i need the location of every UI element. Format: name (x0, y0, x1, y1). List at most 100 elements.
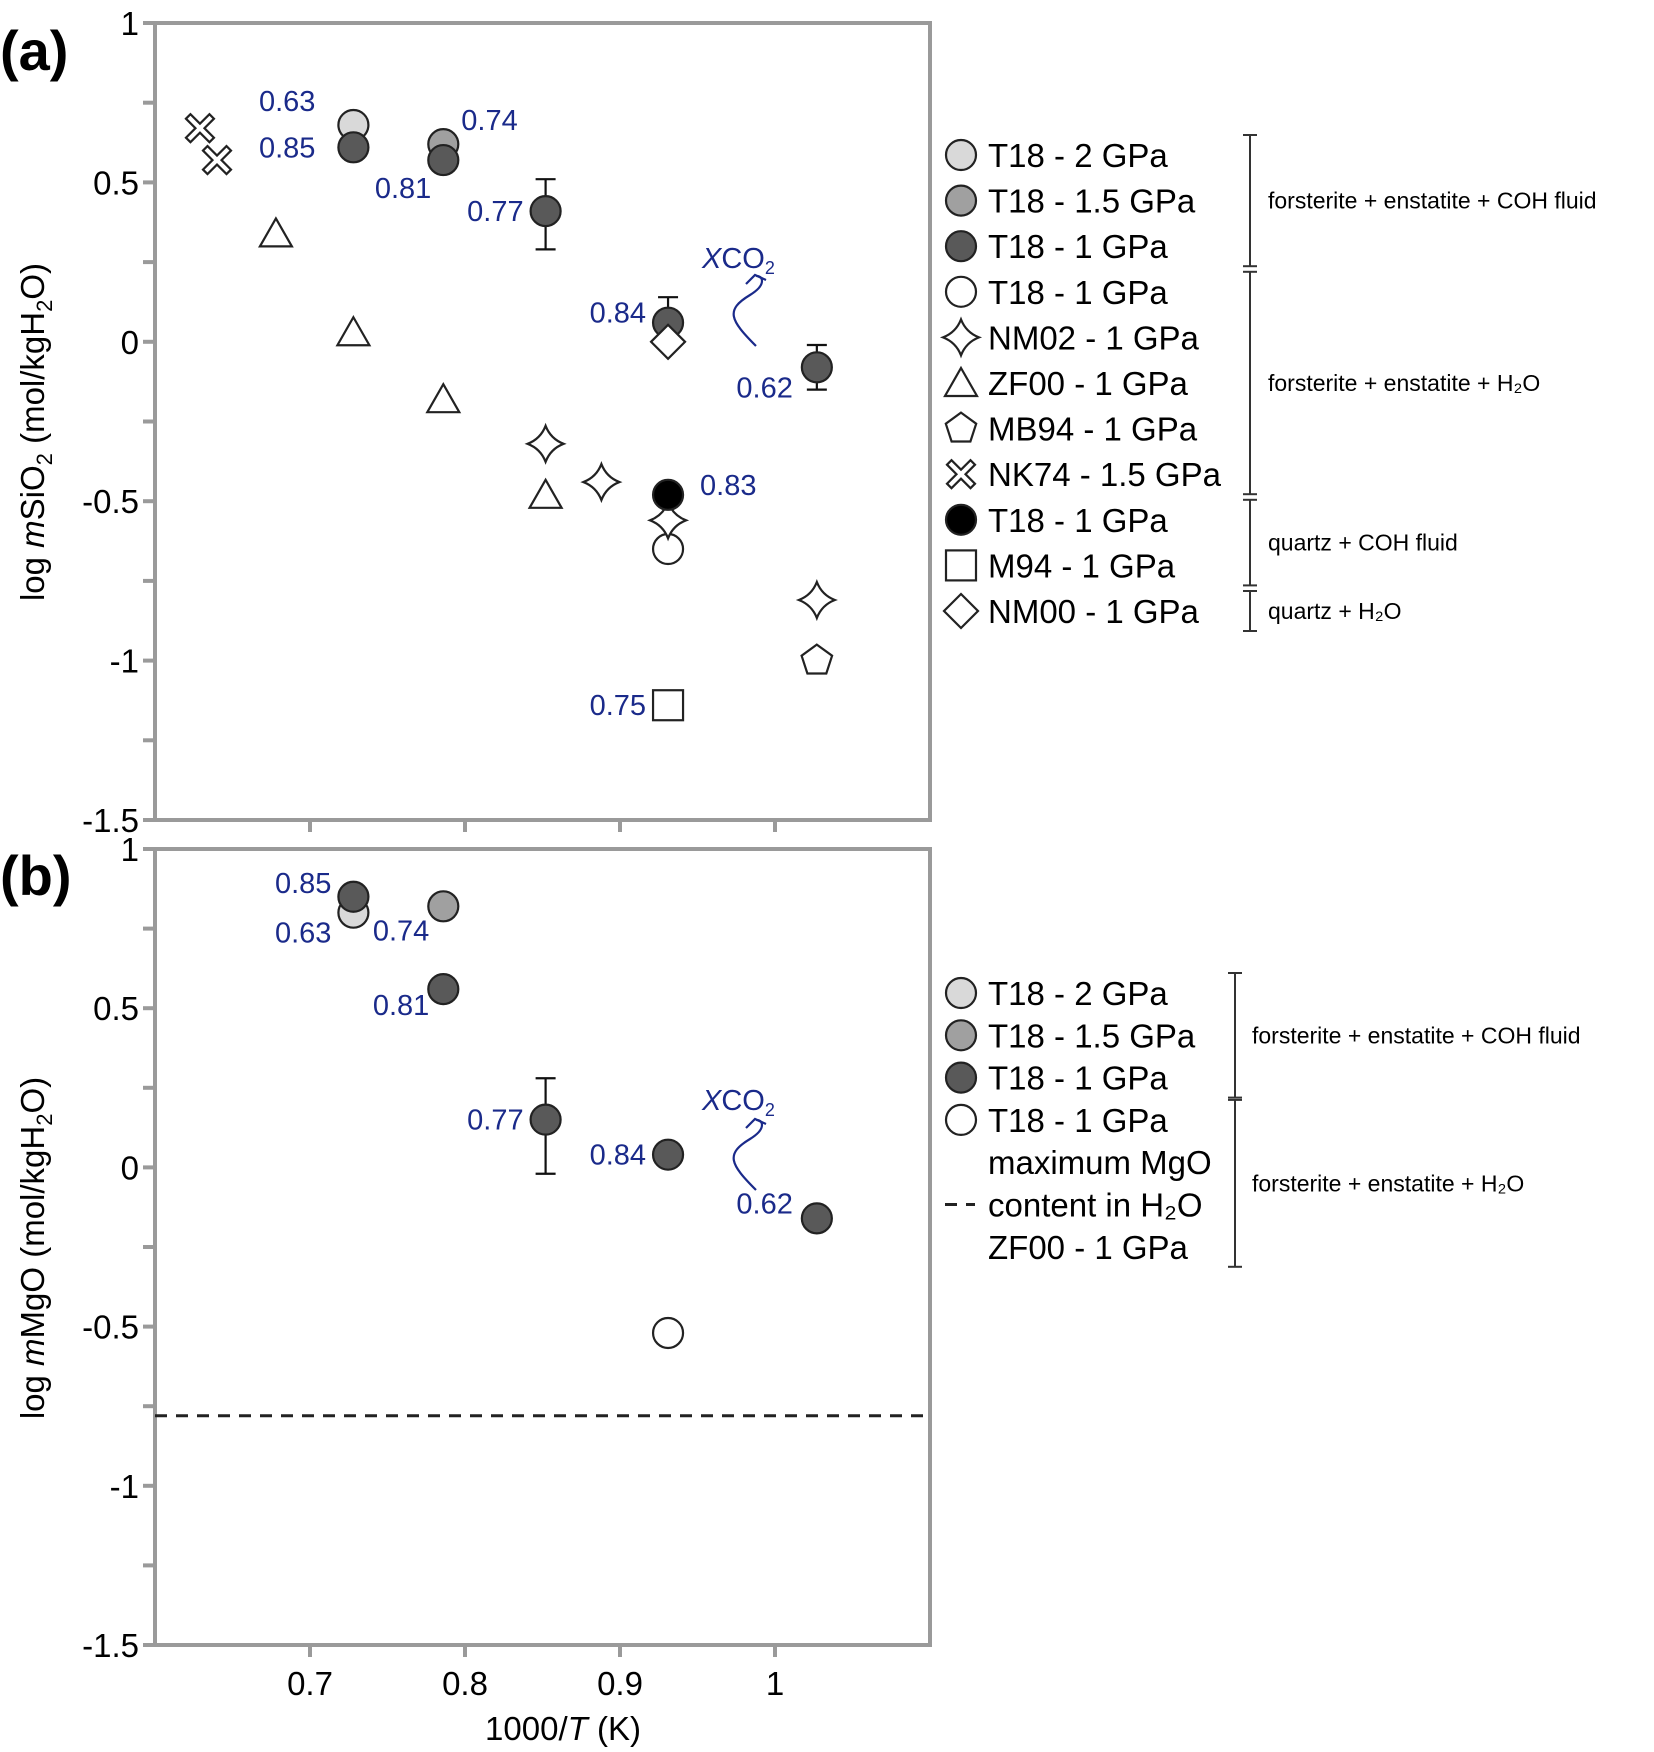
data-point-cross (201, 144, 233, 176)
xco2-value-label: 0.81 (375, 173, 431, 205)
data-point-diamond (649, 323, 687, 361)
data-point-star4 (524, 422, 567, 465)
plot-frame (153, 847, 932, 1647)
x-axis-title: 1000/T (K) (485, 1710, 641, 1747)
legend-marker-pentagon (944, 411, 978, 443)
legend-marker-circle (944, 230, 978, 263)
data-point-star4 (580, 461, 623, 504)
legend-group-label: forsterite + enstatite + H₂O (1252, 1170, 1524, 1196)
legend-marker-cross (945, 458, 977, 490)
xco2-arrow-b (732, 1118, 764, 1191)
data-point-circle (651, 1138, 685, 1171)
data-point-circle (337, 131, 370, 164)
data-point-triangle (335, 315, 372, 347)
data-point-cross (184, 112, 216, 144)
panel-label-b: (b) (0, 844, 72, 907)
panel-b: 1 0.5 0 -0.5 -1 -1.5 0.7 0.8 0.9 1 0.63 0.74 0.85 0.8… (82, 831, 932, 1702)
legend-label: T18 - 1 GPa (988, 502, 1168, 539)
y-tick-label: -0.5 (82, 483, 139, 520)
data-point-circle (651, 1316, 685, 1350)
legend-marker-square (944, 549, 978, 582)
xco2-value-label: 0.62 (736, 372, 792, 404)
legend-label: NM02 - 1 GPa (988, 319, 1200, 356)
y-tick-label: 0.5 (93, 990, 139, 1027)
x-tick-label: 0.9 (597, 1665, 643, 1702)
panel-a: 1 0.5 0 -0.5 -1 -1.5 0.63 0.74 0.85 0.81 0.77 0.84 0… (82, 5, 932, 839)
y-tick-label: -1.5 (82, 802, 139, 839)
y-axis-title-a: log mSiO2 (mol/kgH2O) (14, 263, 57, 601)
data-point-circle (651, 478, 685, 511)
data-point-circle (337, 880, 370, 913)
legend-group-label: forsterite + enstatite + COH fluid (1252, 1022, 1581, 1048)
legend-marker-circle (944, 138, 978, 172)
y-tick-label: 0.5 (93, 164, 139, 201)
xco2-value-label: 0.77 (467, 196, 523, 228)
y-tick-label: 1 (121, 5, 139, 42)
x-tick-label: 0.8 (442, 1665, 488, 1702)
legend-marker-star4 (939, 316, 983, 359)
data-point-circle (427, 143, 460, 177)
legend-label: T18 - 2 GPa (988, 137, 1168, 174)
y-tick-label: -1.5 (82, 1627, 139, 1664)
legend-label: content in H₂O (988, 1187, 1203, 1224)
y-tick-label: -1 (110, 1468, 139, 1505)
legend-label: maximum MgO (988, 1144, 1212, 1181)
data-point-triangle (527, 477, 564, 509)
legend-marker-circle (944, 976, 978, 1010)
data-point-circle (529, 1103, 562, 1136)
legend-label: NK74 - 1.5 GPa (988, 456, 1222, 493)
data-point-triangle (258, 216, 294, 248)
legend-marker-triangle (943, 365, 979, 398)
legend-label: ZF00 - 1 GPa (988, 365, 1189, 402)
data-point-square (651, 689, 685, 722)
xco2-value-label: 0.74 (373, 915, 429, 947)
legend-label: T18 - 1.5 GPa (988, 183, 1196, 220)
legend-b: T18 - 2 GPa T18 - 1.5 GPa T18 - 1 GPa T18 -… (944, 972, 1581, 1268)
y-axis-title-b: log mMgO (mol/kgH2O) (14, 1077, 57, 1419)
xco2-value-label: 0.81 (373, 990, 429, 1022)
x-tick-label: 1 (766, 1665, 784, 1702)
y-tick-label: 1 (121, 831, 139, 868)
y-tick-label: -0.5 (82, 1309, 139, 1346)
legend-label: T18 - 1 GPa (988, 274, 1168, 311)
data-point-circle (800, 351, 833, 384)
legend-marker-circle (944, 1019, 978, 1052)
y-tick-label: 0 (121, 1149, 139, 1186)
legend-label: T18 - 1 GPa (988, 228, 1168, 265)
xco2-arrowhead-b (745, 1117, 767, 1129)
legend-group-label: quartz + COH fluid (1268, 530, 1458, 556)
legend-label: M94 - 1 GPa (988, 547, 1176, 584)
legend-marker-circle (944, 275, 978, 308)
xco2-value-label: 0.62 (736, 1188, 792, 1220)
xco2-annotation-b: XCO2 (701, 1085, 775, 1191)
legend-marker-diamond (942, 592, 980, 630)
data-point-circle (529, 194, 562, 228)
y-tick-label: 0 (121, 324, 139, 361)
xco2-value-label: 0.84 (590, 298, 646, 330)
legend-group-label: forsterite + enstatite + COH fluid (1268, 188, 1597, 214)
xco2-value-label: 0.77 (467, 1105, 523, 1137)
legend-marker-circle (944, 184, 978, 217)
xco2-annotation-a: XCO2 (701, 243, 775, 347)
data-point-circle (800, 1202, 833, 1235)
x-tick-label: 0.7 (287, 1665, 333, 1702)
legend-label: T18 - 1 GPa (988, 1060, 1168, 1097)
data-point-triangle (425, 381, 462, 414)
xco2-arrow-a (732, 274, 764, 347)
xco2-arrowhead-a (745, 273, 767, 285)
data-point-circle (427, 890, 460, 923)
xco2-label-a: XCO2 (701, 243, 775, 278)
legend-label: T18 - 1 GPa (988, 1102, 1168, 1139)
xco2-value-label: 0.74 (461, 105, 517, 137)
legend-marker-circle (944, 1061, 978, 1094)
legend-a: T18 - 2 GPa T18 - 1.5 GPa T18 - 1 GPa T18 -… (939, 134, 1597, 632)
legend-label: T18 - 2 GPa (988, 975, 1168, 1012)
legend-label: T18 - 1.5 GPa (988, 1017, 1196, 1054)
y-tick-label: -1 (110, 643, 139, 680)
data-point-pentagon (800, 643, 834, 675)
xco2-value-label: 0.63 (275, 918, 331, 950)
xco2-value-label: 0.75 (590, 690, 646, 722)
legend-label: MB94 - 1 GPa (988, 411, 1198, 448)
xco2-value-label: 0.84 (590, 1140, 646, 1172)
